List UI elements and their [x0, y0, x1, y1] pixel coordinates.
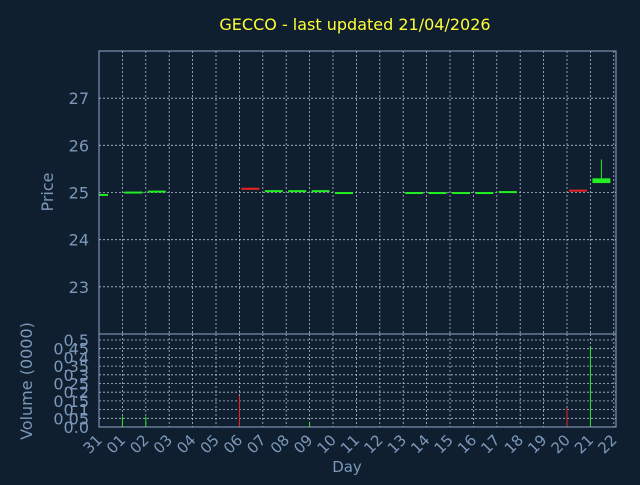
- day-tick-label: 04: [173, 431, 199, 457]
- price-axis-ticks: 23 24 25 26 27: [69, 89, 89, 297]
- chart-title: GECCO - last updated 21/04/2026: [219, 15, 490, 34]
- price-tick-label: 24: [69, 231, 89, 250]
- candle-17: [498, 191, 517, 194]
- candle-14: [428, 192, 447, 195]
- day-tick-label: 17: [477, 431, 503, 457]
- volume-tick-label: 0.2: [64, 383, 89, 402]
- candle-09: [311, 190, 330, 193]
- candle-16: [475, 192, 494, 195]
- day-tick-label: 09: [290, 431, 316, 457]
- day-tick-label: 07: [243, 431, 269, 457]
- candle-06: [241, 187, 260, 190]
- day-axis-label: Day: [332, 458, 362, 476]
- candle-21: [592, 178, 611, 184]
- candle-31: [99, 193, 108, 196]
- volume-tick-label: 0.05: [53, 409, 89, 428]
- volume-tick-label: 0.25: [53, 375, 89, 394]
- day-tick-label: 19: [524, 431, 550, 457]
- day-tick-label: 01: [103, 431, 129, 457]
- day-tick-label: 14: [407, 431, 433, 457]
- candle-01: [124, 191, 143, 194]
- day-tick-label: 05: [197, 431, 223, 457]
- day-tick-label: 21: [571, 431, 597, 457]
- day-tick-label: 12: [360, 431, 386, 457]
- candle-07: [264, 190, 283, 193]
- price-panel-grid: [99, 51, 616, 334]
- day-tick-label: 02: [126, 431, 152, 457]
- volume-tick-label: 0.4: [64, 348, 89, 367]
- day-tick-label: 20: [548, 431, 574, 457]
- price-axis-label: Price: [38, 172, 57, 211]
- volume-panel-frame: [98, 333, 617, 428]
- candle-20: [569, 189, 587, 192]
- volume-tick-label: 0.0: [64, 418, 89, 437]
- volume-tick-label: 0.1: [64, 401, 89, 420]
- day-tick-label: 03: [150, 431, 176, 457]
- price-tick-label: 26: [69, 136, 89, 155]
- candle-02: [147, 190, 166, 193]
- candle-15: [452, 192, 470, 195]
- volume-axis-label: Volume (0000): [17, 322, 36, 440]
- price-candles: [99, 159, 611, 196]
- volume-tick-label: 0.5: [64, 331, 89, 350]
- day-tick-label: 10: [314, 431, 340, 457]
- day-tick-label: 06: [220, 431, 246, 457]
- volume-bars: [121, 346, 591, 427]
- day-tick-label: 15: [431, 431, 457, 457]
- candle-10: [335, 192, 353, 195]
- price-tick-label: 23: [69, 278, 89, 297]
- volume-tick-label: 0.15: [53, 392, 89, 411]
- price-tick-label: 27: [69, 89, 89, 108]
- day-axis-ticks: 3101020304050607080910111213141516171819…: [80, 431, 621, 457]
- day-tick-label: 22: [594, 431, 620, 457]
- price-tick-label: 25: [69, 184, 89, 203]
- day-tick-label: 11: [337, 431, 363, 457]
- day-tick-label: 08: [267, 431, 293, 457]
- day-tick-label: 16: [454, 431, 480, 457]
- volume-tick-label: 0.3: [64, 366, 89, 385]
- volume-tick-label: 0.45: [53, 340, 89, 359]
- day-tick-label: 18: [501, 431, 527, 457]
- volume-panel-grid: [99, 334, 616, 428]
- volume-axis-ticks: 0.00.050.10.150.20.250.30.350.40.450.5: [53, 331, 89, 437]
- volume-tick-label: 0.35: [53, 357, 89, 376]
- candle-13: [405, 192, 424, 195]
- candle-08: [288, 190, 307, 193]
- day-tick-label: 13: [384, 431, 410, 457]
